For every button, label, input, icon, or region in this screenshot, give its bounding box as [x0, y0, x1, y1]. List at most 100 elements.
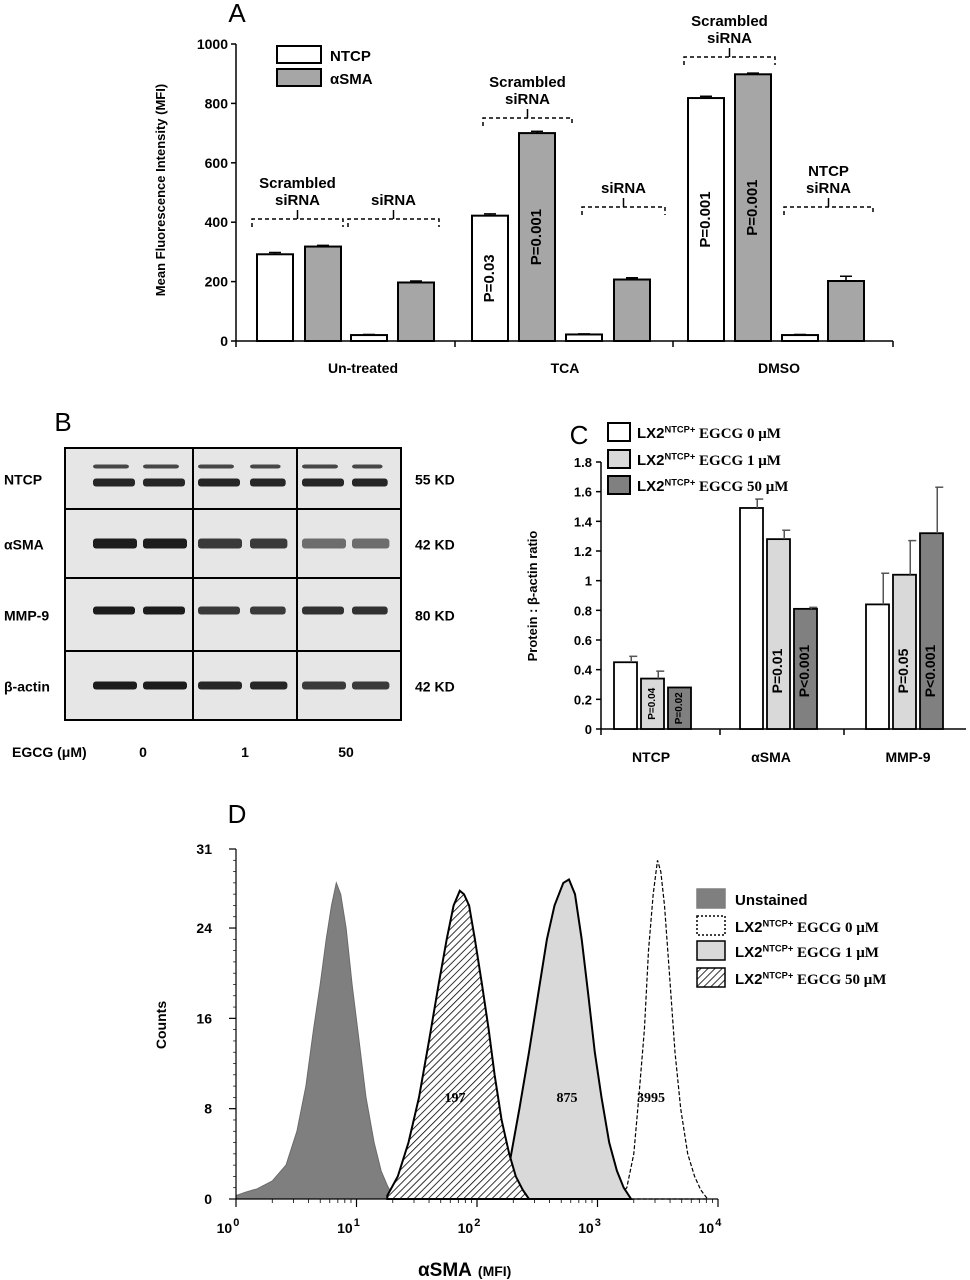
- blot-band: [302, 681, 346, 690]
- a-bar: [827, 280, 865, 343]
- panel-d-y-axis-label: Counts: [153, 1001, 169, 1049]
- c-p-value-label: P=0.02: [674, 692, 685, 724]
- blot-band: [352, 478, 388, 487]
- c-p-value-label: P=0.01: [769, 648, 785, 693]
- panel-d-legend: Unstained LX2NTCP+ EGCG 0 μM LX2NTCP+ EGCG…: [696, 888, 886, 988]
- blot-band: [198, 606, 240, 615]
- a-bracket: [482, 117, 573, 126]
- histogram-unstained: [235, 881, 394, 1200]
- c-legend-label: LX2NTCP+ EGCG 1 μM: [637, 451, 781, 469]
- c-legend-swatch: [607, 475, 631, 495]
- blot-band: [352, 681, 390, 690]
- a-bracket: [683, 56, 776, 65]
- panel-c-bars: P=0.04 P=0.02 P=0.01 P<0.001 P=0.05 P<0.001: [613, 486, 944, 730]
- a-y-tick-label: 1000: [197, 36, 228, 52]
- blot-band: [93, 464, 129, 469]
- d-legend-label: LX2NTCP+ EGCG 0 μM: [735, 918, 879, 936]
- blot-size-label: 80 KD: [415, 608, 455, 624]
- c-p-value-label: P=0.04: [647, 687, 658, 719]
- c-legend-swatch: [607, 422, 631, 442]
- c-legend-label: LX2NTCP+ EGCG 0 μM: [637, 424, 781, 442]
- blot-band: [143, 606, 185, 615]
- c-bar: [919, 532, 944, 730]
- a-bracket-label: Scrambled: [259, 175, 336, 192]
- c-legend-swatch: [607, 449, 631, 469]
- a-bracket-label: siRNA: [601, 180, 646, 197]
- a-y-tick-label: 0: [220, 333, 228, 349]
- panel-c-letter: C: [570, 420, 589, 450]
- blot-band: [93, 606, 135, 615]
- panel-d-x-axis-unit: (MFI): [478, 1263, 511, 1279]
- blot-band: [143, 538, 187, 549]
- panel-a-bars: P=0.03 P=0.001 P=0.001 P=0.001: [256, 72, 865, 343]
- a-p-value-label: P=0.001: [744, 179, 761, 235]
- blot-size-label: 42 KD: [415, 537, 455, 553]
- histogram-egcg-1: [497, 878, 633, 1200]
- c-y-tick-label: 1: [585, 574, 592, 589]
- blot-band: [250, 681, 288, 690]
- a-bracket-label: siRNA: [371, 192, 416, 209]
- c-y-tick-label: 0.2: [574, 692, 592, 707]
- histogram-mfi-annotation: 3995: [637, 1091, 665, 1106]
- blot-band: [93, 681, 137, 690]
- c-bar: [640, 677, 665, 730]
- a-bracket: [581, 206, 666, 215]
- legend-label-ntcp: NTCP: [330, 48, 371, 65]
- c-legend-label: LX2NTCP+ EGCG 50 μM: [637, 477, 788, 495]
- a-bar: [734, 73, 772, 342]
- histogram-annotations: 3995 875 197: [445, 1091, 666, 1106]
- d-y-tick-label: 0: [204, 1191, 212, 1207]
- c-bar: [739, 507, 764, 730]
- d-x-tick-label: 101: [337, 1217, 360, 1236]
- panel-d: D Counts 0 8 16 24 31 100 101 102 103 104 3995 875…: [153, 799, 886, 1280]
- a-group-label: Un-treated: [328, 360, 398, 376]
- c-y-tick-label: 0.6: [574, 633, 592, 648]
- c-bar: [613, 661, 638, 730]
- d-legend-swatch: [696, 967, 726, 988]
- d-x-tick-label: 100: [217, 1217, 240, 1236]
- a-y-tick-label: 800: [205, 95, 229, 111]
- d-legend-label: LX2NTCP+ EGCG 1 μM: [735, 943, 879, 961]
- blot-band: [93, 478, 135, 487]
- d-legend-swatch: [696, 940, 726, 961]
- a-bar: [781, 334, 819, 342]
- a-y-tick-label: 600: [205, 155, 229, 171]
- a-p-value-label: P=0.03: [481, 254, 498, 302]
- a-bracket-label: NTCP: [808, 163, 849, 180]
- c-bar: [793, 607, 818, 730]
- panel-d-axes: 0 8 16 24 31 100 101 102 103 104: [196, 841, 722, 1236]
- western-blot: [64, 447, 402, 721]
- a-bracket-label: siRNA: [707, 30, 752, 47]
- panel-d-x-axis-title: αSMA (MFI): [418, 1260, 511, 1280]
- d-y-tick-label: 31: [196, 841, 212, 857]
- c-category-label: MMP-9: [885, 749, 930, 765]
- blot-band: [198, 681, 242, 690]
- blot-band: [250, 464, 281, 469]
- panel-d-letter: D: [228, 799, 247, 829]
- blot-band: [352, 606, 388, 615]
- d-x-tick-label: 102: [458, 1217, 481, 1236]
- a-y-tick-label: 400: [205, 214, 229, 230]
- blot-band: [302, 464, 338, 469]
- a-bar: [565, 333, 603, 343]
- blot-band: [302, 478, 344, 487]
- a-group-label: DMSO: [758, 360, 800, 376]
- histogram-curves: [235, 860, 709, 1200]
- blot-size-label: 55 KD: [415, 472, 455, 488]
- c-category-label: NTCP: [632, 749, 670, 765]
- a-bar: [256, 253, 294, 342]
- a-bracket: [783, 206, 874, 215]
- blot-protein-label: β-actin: [4, 679, 50, 695]
- a-bar: [471, 214, 509, 342]
- legend-swatch-ntcp: [276, 45, 322, 64]
- legend-swatch-asma: [276, 68, 322, 87]
- a-bracket: [251, 218, 344, 227]
- blot-protein-label: αSMA: [4, 537, 44, 553]
- panel-b: B NTCP 55 KD αSMA 42 KD MMP-9 80 KD β-actin 42 …: [4, 407, 455, 760]
- dose-1: 1: [241, 744, 249, 760]
- c-bar: [766, 538, 791, 730]
- dose-0: 0: [139, 744, 147, 760]
- histogram-egcg-50: [386, 889, 531, 1200]
- histogram-egcg-0: [618, 860, 709, 1200]
